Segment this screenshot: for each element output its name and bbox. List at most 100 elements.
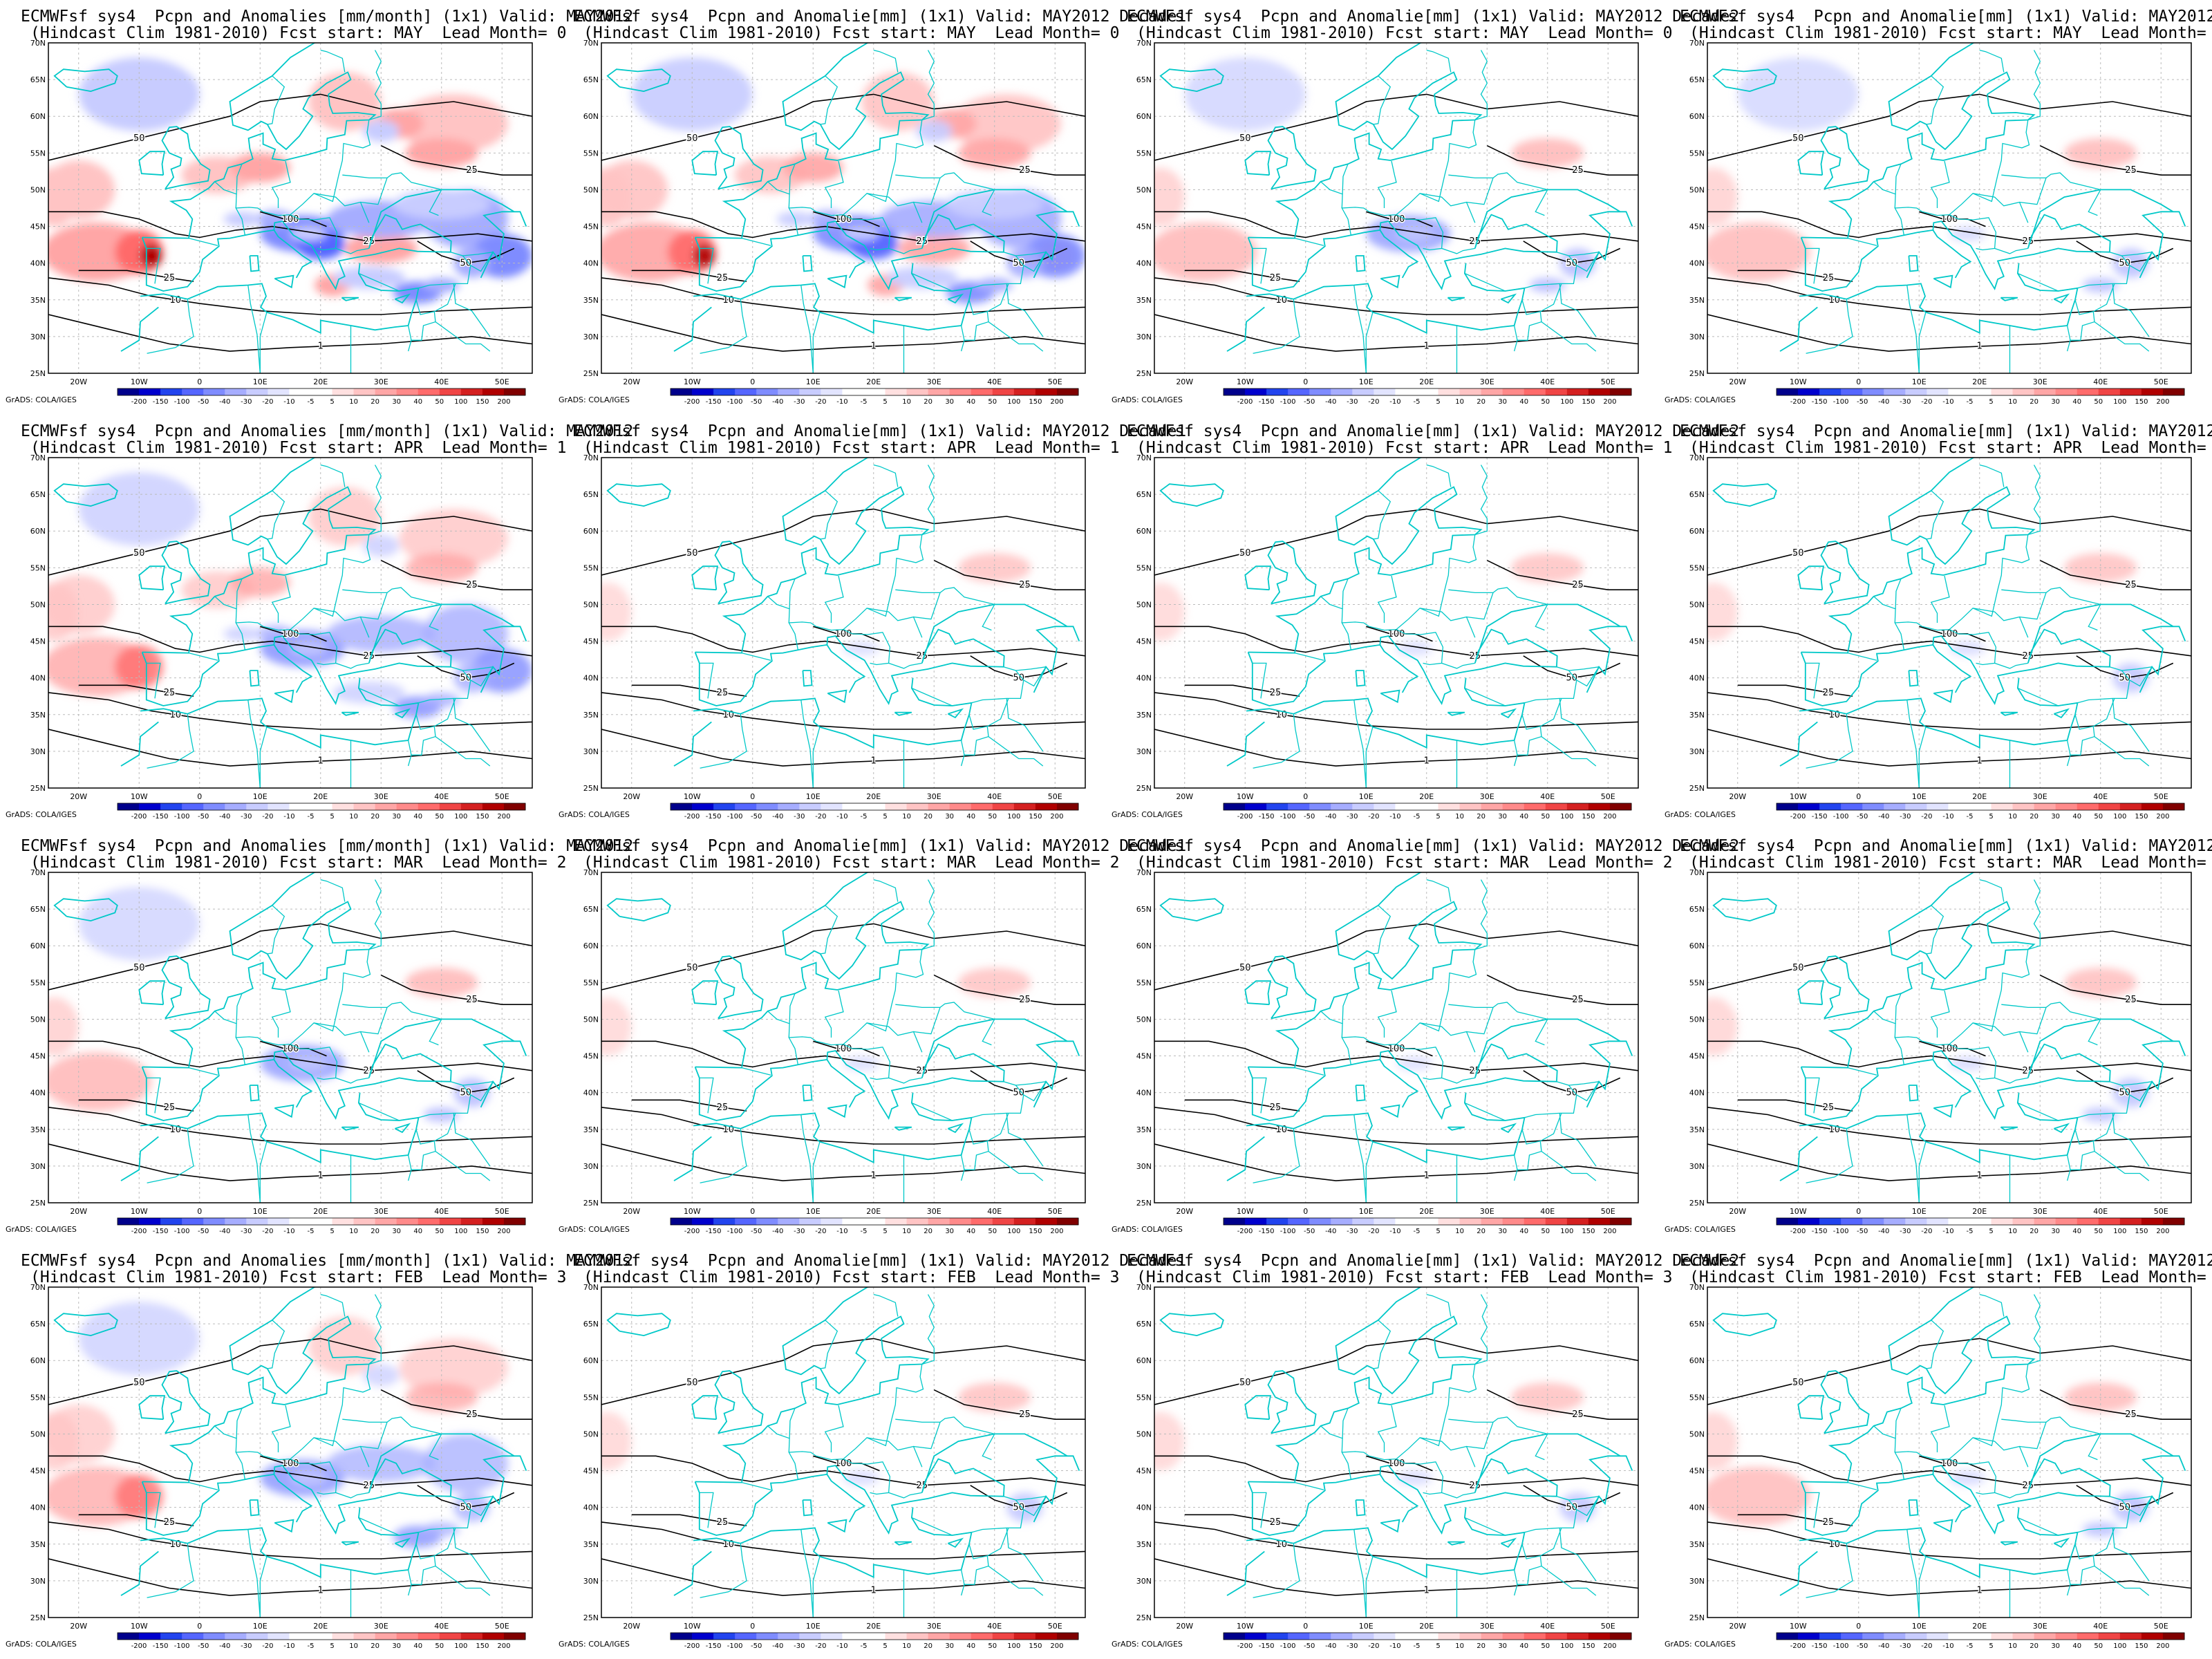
colorbar-swatch <box>375 1633 397 1640</box>
lon-tick-label: 50E <box>1601 1622 1615 1631</box>
colorbar-tick-label: 10 <box>902 398 911 406</box>
colorbar-tick-label: 50 <box>1541 398 1550 406</box>
colorbar-tick-label: -40 <box>219 1642 230 1650</box>
country-border <box>1377 575 1397 623</box>
colorbar-tick-label: 50 <box>988 813 997 821</box>
lat-tick-label: 30N <box>1136 1162 1152 1171</box>
country-border <box>800 1114 814 1203</box>
country-border <box>1365 1556 1374 1618</box>
coastline <box>606 483 671 507</box>
colorbar-swatch <box>971 1633 993 1640</box>
colorbar-tick-label: -150 <box>1812 1642 1828 1650</box>
lat-tick-label: 30N <box>583 1577 599 1586</box>
coastline <box>1779 1550 1818 1596</box>
colorbar-swatch <box>2012 803 2035 810</box>
lat-tick-label: 60N <box>1136 1356 1152 1365</box>
lon-tick-label: 30E <box>374 1622 388 1631</box>
country-border <box>1895 164 1902 194</box>
colorbar-tick-label: 30 <box>2051 1642 2060 1650</box>
country-border <box>911 1496 1024 1536</box>
country-border <box>1015 666 1047 687</box>
lon-tick-label: 40E <box>1540 792 1555 801</box>
country-border <box>812 727 821 788</box>
colorbar-tick-label: 100 <box>454 1228 467 1235</box>
colorbar-swatch <box>671 1218 693 1225</box>
colorbar-swatch <box>310 388 333 395</box>
country-border <box>1568 1080 1600 1102</box>
country-border <box>820 905 838 955</box>
contour-label: 1 <box>871 341 877 352</box>
colorbar-swatch <box>1524 388 1546 395</box>
contour-line <box>48 93 532 161</box>
colorbar-swatch <box>778 803 800 810</box>
coastline <box>1797 151 1825 176</box>
country-border <box>824 575 844 623</box>
colorbar-tick-label: 200 <box>2156 813 2169 821</box>
country-border <box>147 1543 194 1598</box>
anomaly-map: 501012525100502570N65N60N55N50N45N40N35N… <box>30 39 533 406</box>
contour-label: 50 <box>686 548 698 559</box>
colorbar-tick-label: 150 <box>476 813 489 821</box>
colorbar-swatch <box>203 388 225 395</box>
lon-tick-label: 20E <box>1419 1207 1434 1216</box>
contour-label: 1 <box>1977 1171 1983 1181</box>
country-border <box>788 1022 923 1065</box>
colorbar-swatch <box>1013 1218 1036 1225</box>
colorbar-swatch <box>906 388 929 395</box>
country-border <box>1466 587 1548 631</box>
country-border <box>453 1528 491 1582</box>
coastline <box>1267 541 1317 605</box>
lon-tick-label: 0 <box>1856 792 1861 801</box>
colorbar-tick-label: -100 <box>174 398 190 406</box>
colorbar-tick-label: 200 <box>1050 1228 1063 1235</box>
colorbar-tick-label: -5 <box>307 1228 314 1235</box>
colorbar-swatch <box>2098 1633 2121 1640</box>
colorbar-tick-label: -5 <box>307 398 314 406</box>
coastline <box>394 708 411 719</box>
coastline <box>826 644 866 693</box>
contour-label: 50 <box>133 133 145 144</box>
contour-line <box>933 1389 1085 1420</box>
grads-credit: GrADS: COLA/IGES <box>1112 810 1183 819</box>
lon-tick-label: 20E <box>866 792 881 801</box>
country-border <box>1396 629 1444 666</box>
colorbar-tick-label: -50 <box>1857 1228 1868 1235</box>
country-border <box>1320 1425 1343 1453</box>
country-border <box>1448 174 1493 179</box>
country-border <box>913 1002 995 1046</box>
contour-label: 1 <box>1424 756 1430 767</box>
contour-label: 50 <box>460 1503 471 1513</box>
country-border <box>235 193 370 236</box>
contour-line <box>601 277 1085 315</box>
colorbar-tick-label: -10 <box>836 1642 847 1650</box>
colorbar-tick-label: -200 <box>131 1642 147 1650</box>
colorbar-tick-label: -30 <box>794 813 805 821</box>
colorbar-swatch <box>1841 803 1863 810</box>
lon-tick-label: 10W <box>1790 1207 1807 1216</box>
colorbar-swatch <box>885 1633 908 1640</box>
coastline <box>1712 1313 1777 1337</box>
lat-tick-label: 65N <box>1689 905 1705 914</box>
country-border <box>873 464 899 487</box>
lat-tick-label: 25N <box>1136 1199 1152 1208</box>
coastline <box>1247 603 1621 706</box>
lat-tick-label: 60N <box>30 112 46 121</box>
colorbar-swatch <box>2077 1633 2099 1640</box>
lon-tick-label: 30E <box>927 377 941 386</box>
colorbar-swatch <box>799 1218 821 1225</box>
lon-tick-label: 30E <box>1480 377 1494 386</box>
coastline <box>691 980 719 1006</box>
lat-tick-label: 70N <box>583 453 599 462</box>
country-border <box>313 120 371 203</box>
contour-line <box>601 93 1085 161</box>
contour-label: 25 <box>1019 1409 1031 1420</box>
country-border <box>812 1141 821 1203</box>
lon-tick-label: 10W <box>684 377 701 386</box>
colorbar-tick-label: -10 <box>283 813 294 821</box>
colorbar-tick-label: 30 <box>1498 398 1507 406</box>
anomaly-region <box>399 1338 508 1398</box>
colorbar-tick-label: 20 <box>371 398 379 406</box>
coastline <box>1246 1507 1526 1579</box>
country-border <box>1373 905 1391 955</box>
lat-tick-label: 70N <box>583 39 599 48</box>
